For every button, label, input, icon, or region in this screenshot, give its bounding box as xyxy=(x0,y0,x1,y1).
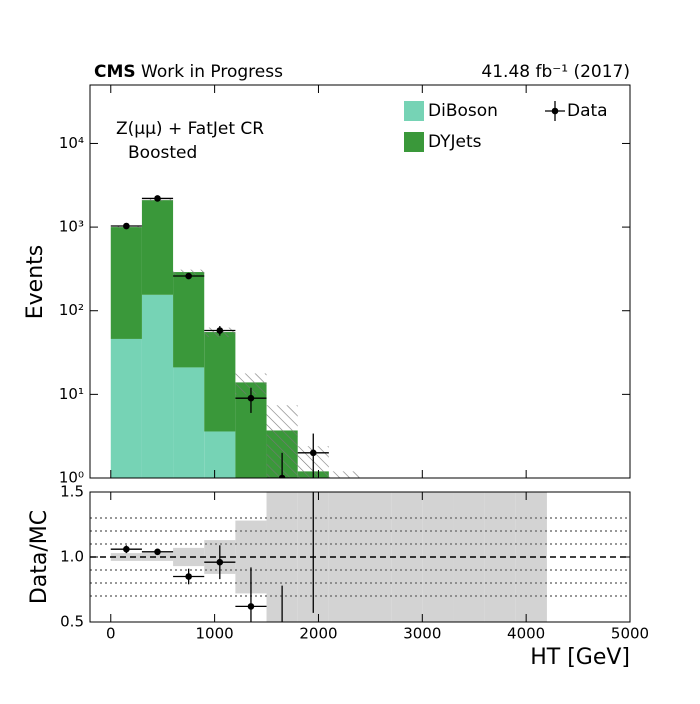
histogram-bar xyxy=(141,294,174,478)
data-point xyxy=(247,603,255,610)
legend-label: DiBoson xyxy=(428,101,498,121)
legend-label: DYJets xyxy=(428,132,482,152)
x-tick-label: 2000 xyxy=(299,625,337,643)
mc-uncertainty xyxy=(173,269,205,275)
mc-uncertainty xyxy=(328,471,360,478)
y-tick-label: 10² xyxy=(59,301,84,319)
legend-swatch xyxy=(404,132,424,152)
y-tick-label: 1.5 xyxy=(60,483,84,501)
frame xyxy=(89,491,631,623)
experiment: CMS xyxy=(94,62,136,82)
mc-uncertainty-band xyxy=(141,553,174,561)
data-point xyxy=(278,474,286,478)
histogram-bar xyxy=(204,332,236,432)
x-tick-label: 4000 xyxy=(507,625,545,643)
status: Work in Progress xyxy=(141,62,283,82)
mc-uncertainty-band xyxy=(110,553,142,561)
mc-uncertainty xyxy=(266,405,298,478)
annotation: Boosted xyxy=(128,143,197,163)
data-point xyxy=(216,558,224,566)
ratio-plot xyxy=(90,492,630,656)
data-point xyxy=(247,394,255,402)
annotation: Z(μμ) + FatJet CR xyxy=(116,119,264,139)
mc-uncertainty-band xyxy=(173,547,205,567)
histogram-bar xyxy=(235,482,266,498)
x-tick-label: 3000 xyxy=(403,625,441,643)
frame xyxy=(89,84,631,479)
mc-uncertainty-band xyxy=(391,492,423,622)
x-tick-label: 5000 xyxy=(611,625,649,643)
histogram-bar xyxy=(141,200,174,295)
legend-marker xyxy=(551,107,559,115)
data-point xyxy=(185,272,192,280)
y-tick-label: 1.0 xyxy=(60,548,84,566)
y-axis-label: Data/MC xyxy=(27,510,52,604)
legend-label: Data xyxy=(567,101,608,121)
y-tick-label: 10¹ xyxy=(59,385,84,403)
lumi-label: 41.48 fb⁻¹ (2017) xyxy=(481,62,630,82)
mc-uncertainty-band xyxy=(422,492,454,622)
histogram-bar xyxy=(204,431,236,478)
data-point xyxy=(154,195,161,202)
x-tick-label: 1000 xyxy=(196,625,234,643)
cms-label: CMS Work in Progress xyxy=(94,62,283,82)
histogram-bar xyxy=(110,338,142,478)
data-point xyxy=(185,573,192,580)
main-plot xyxy=(110,195,360,498)
legend-swatch xyxy=(404,101,424,121)
data-point xyxy=(123,545,130,553)
x-axis-label: HT [GeV] xyxy=(530,645,630,670)
histogram-bar xyxy=(173,272,205,368)
histogram-bar xyxy=(110,227,142,339)
data-point xyxy=(123,222,130,230)
data-point xyxy=(309,449,317,457)
mc-uncertainty-band xyxy=(453,492,485,622)
histogram-bar xyxy=(173,367,205,478)
y-tick-label: 10⁴ xyxy=(59,134,84,152)
mc-uncertainty xyxy=(235,373,267,395)
data-point xyxy=(154,548,161,556)
y-axis-label: Events xyxy=(23,245,48,320)
data-point xyxy=(279,649,286,656)
y-tick-label: 10³ xyxy=(59,218,84,236)
x-tick-label: 0 xyxy=(106,625,116,643)
y-tick-label: 10⁰ xyxy=(59,469,84,487)
data-point xyxy=(216,327,224,334)
y-tick-label: 0.5 xyxy=(60,613,84,631)
